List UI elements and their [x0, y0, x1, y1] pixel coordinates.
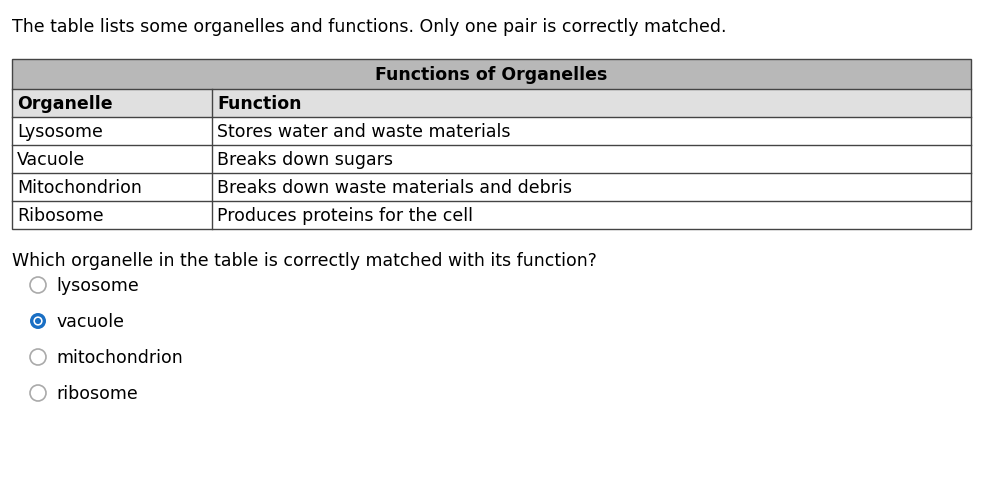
Text: Lysosome: Lysosome [17, 123, 103, 141]
Bar [12, 60, 971, 90]
Circle shape [30, 385, 46, 401]
Text: Breaks down sugars: Breaks down sugars [217, 151, 393, 169]
Text: Vacuole: Vacuole [17, 151, 86, 169]
Text: Stores water and waste materials: Stores water and waste materials [217, 123, 510, 141]
Text: lysosome: lysosome [56, 276, 139, 294]
Text: Ribosome: Ribosome [17, 206, 103, 224]
Text: ribosome: ribosome [56, 384, 138, 402]
Circle shape [30, 278, 46, 293]
Bar [12, 60, 971, 229]
Circle shape [30, 313, 46, 329]
Text: Breaks down waste materials and debris: Breaks down waste materials and debris [217, 179, 572, 197]
Circle shape [30, 349, 46, 365]
Bar [12, 146, 971, 174]
Text: Which organelle in the table is correctly matched with its function?: Which organelle in the table is correctl… [12, 251, 597, 269]
Text: mitochondrion: mitochondrion [56, 348, 183, 366]
Circle shape [33, 317, 42, 326]
Text: Functions of Organelles: Functions of Organelles [376, 66, 607, 84]
Text: Function: Function [217, 95, 302, 113]
Text: The table lists some organelles and functions. Only one pair is correctly matche: The table lists some organelles and func… [12, 18, 726, 36]
Bar [12, 118, 971, 146]
Bar [12, 202, 971, 229]
Bar [12, 90, 971, 118]
Text: Mitochondrion: Mitochondrion [17, 179, 142, 197]
Bar [12, 174, 971, 202]
Text: Produces proteins for the cell: Produces proteins for the cell [217, 206, 473, 224]
Circle shape [35, 318, 41, 325]
Text: vacuole: vacuole [56, 312, 124, 330]
Text: Organelle: Organelle [17, 95, 113, 113]
